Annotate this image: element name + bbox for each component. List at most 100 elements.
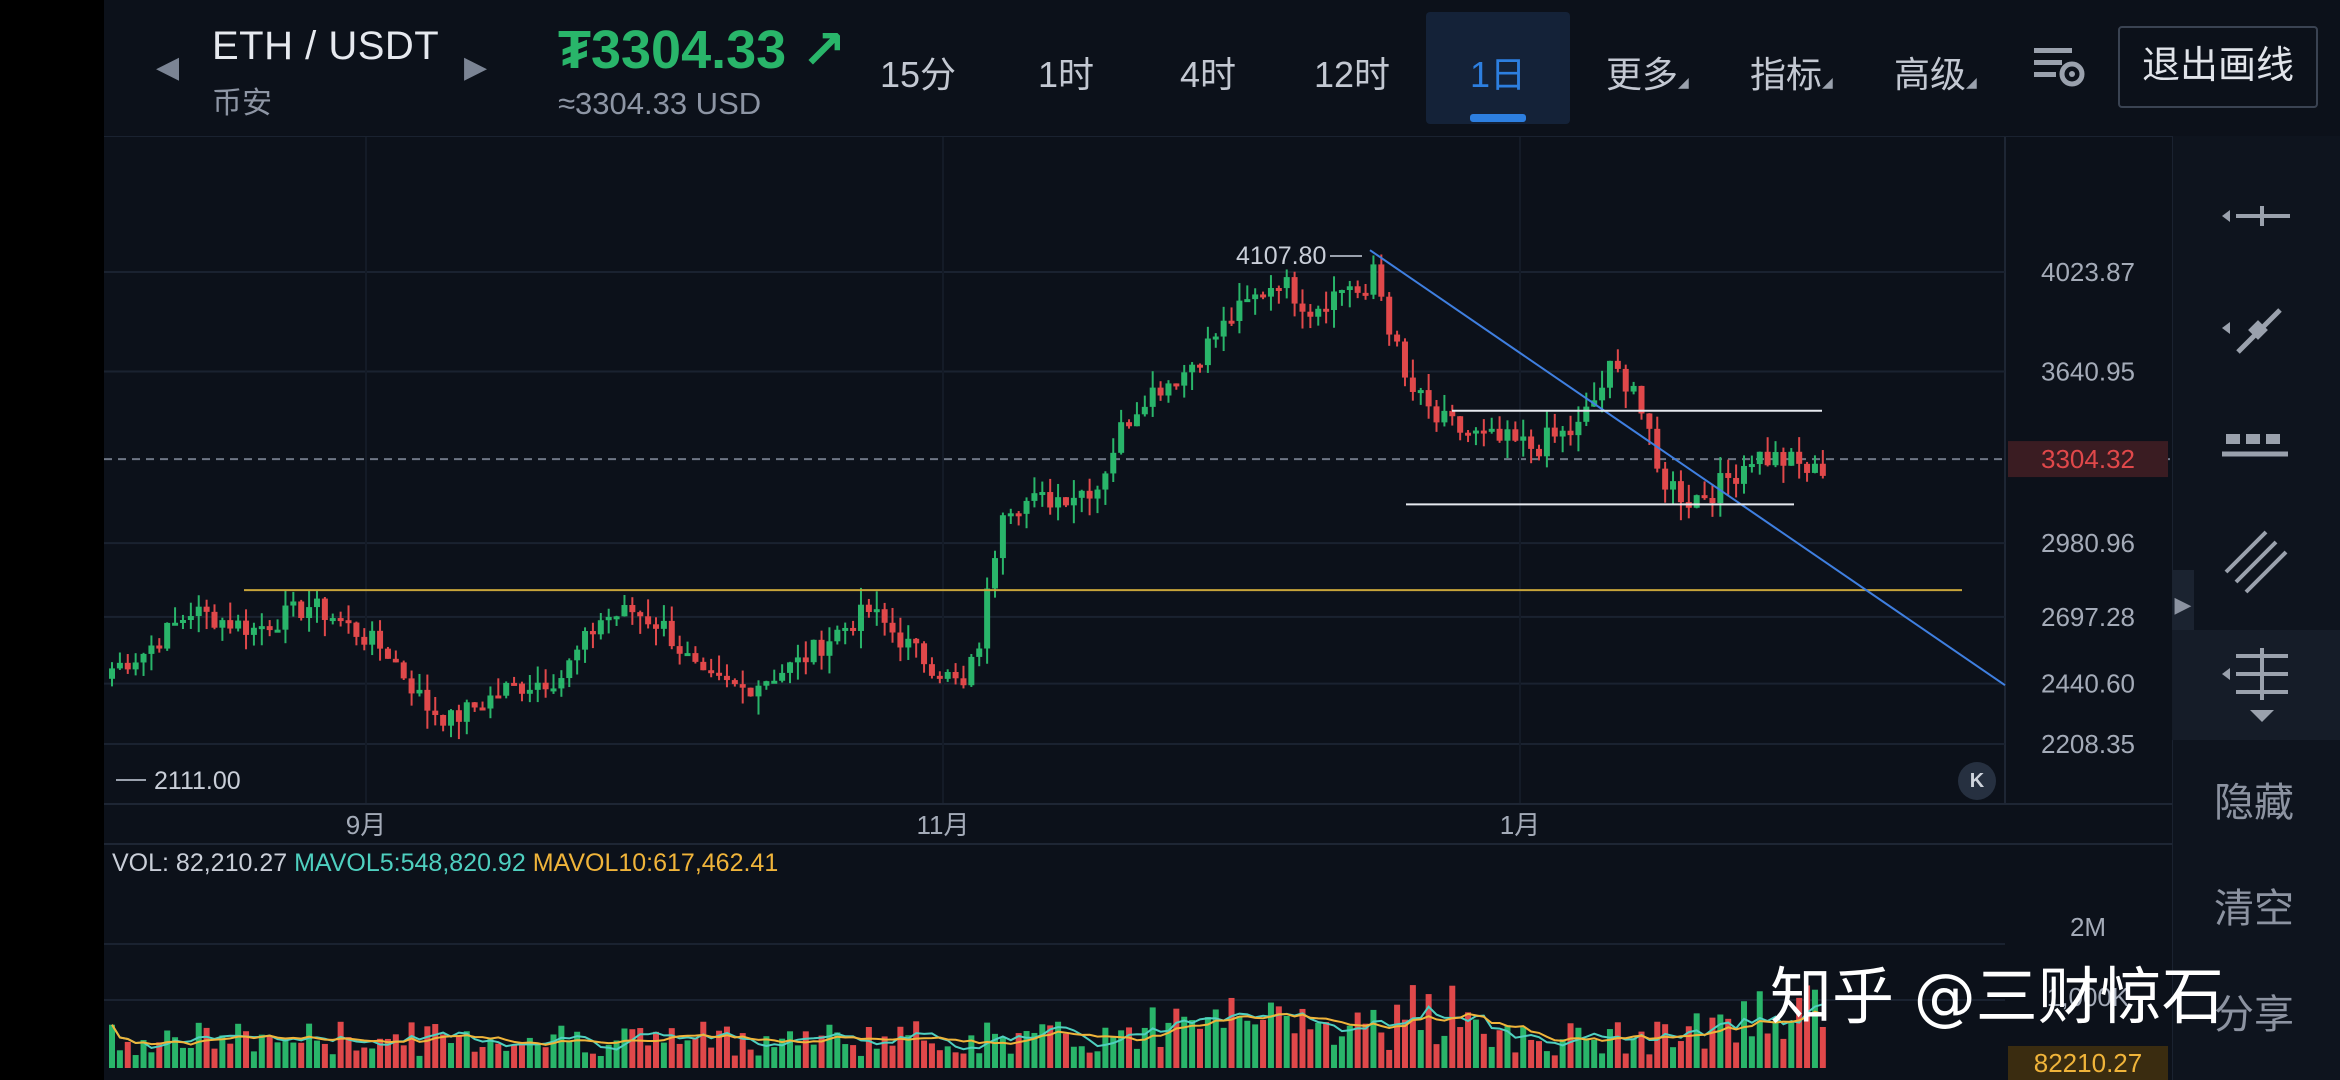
candle-body xyxy=(1307,311,1314,317)
candle-body xyxy=(763,681,770,686)
trend-line-icon xyxy=(2222,308,2282,354)
candle-body xyxy=(1118,422,1125,453)
last-volume-tag xyxy=(2008,1046,2168,1080)
trend-line-tool[interactable] xyxy=(2196,284,2316,374)
trading-pair-title[interactable]: ETH / USDT xyxy=(212,24,440,68)
volume-bar xyxy=(1133,1048,1140,1068)
volume-bar xyxy=(321,1043,328,1068)
candle-body xyxy=(1575,421,1582,436)
volume-bar xyxy=(306,1023,313,1068)
price-range-tool[interactable] xyxy=(2196,398,2316,488)
chevron-right-icon[interactable]: ▶ xyxy=(464,51,488,84)
volume-bar xyxy=(369,1048,376,1068)
candle-body xyxy=(471,702,478,708)
candle-body xyxy=(313,598,320,608)
last-price-tag-label: 3304.32 xyxy=(2041,444,2135,474)
candle-body xyxy=(400,662,407,679)
candle-body xyxy=(1283,277,1290,289)
price-tick-label: 4023.87 xyxy=(2041,257,2135,287)
tab-1h[interactable]: 1时 xyxy=(1038,54,1095,95)
clear-drawings-button[interactable]: 清空 xyxy=(2214,887,2294,931)
volume-bar xyxy=(345,1037,352,1068)
candle-body xyxy=(1662,468,1669,490)
candle-series[interactable]: 4107.80 2111.00 xyxy=(109,242,1826,795)
last-price: ₮3304.33 ↗ xyxy=(558,20,847,80)
candle-body xyxy=(1338,290,1345,294)
volume-bar xyxy=(337,1021,344,1068)
mavol5-line xyxy=(111,1003,1824,1051)
candle-body xyxy=(1417,390,1424,394)
chevron-left-icon[interactable]: ◀ xyxy=(156,51,180,84)
volume-bar xyxy=(1536,1041,1543,1068)
volume-bar xyxy=(952,1052,959,1068)
volume-bar xyxy=(621,1028,628,1068)
candle-body xyxy=(1425,390,1432,407)
volume-bar xyxy=(1780,1038,1787,1068)
volume-bar xyxy=(148,1052,155,1068)
candle-body xyxy=(1488,428,1495,432)
fib-retracement-tool[interactable] xyxy=(2196,634,2316,724)
volume-bar xyxy=(582,1052,589,1068)
volume-bar xyxy=(1488,1046,1495,1068)
exit-drawing-button[interactable]: 退出画线 xyxy=(2118,26,2318,108)
candle-body xyxy=(534,682,541,690)
horizontal-ray-tool[interactable] xyxy=(2196,172,2316,262)
date-gridlines xyxy=(365,137,1521,804)
candle-body xyxy=(960,678,967,686)
volume-bar xyxy=(834,1032,841,1068)
candle-body xyxy=(1606,360,1613,388)
parallel-channel-tool[interactable] xyxy=(2196,512,2316,602)
candle-body xyxy=(629,605,636,613)
volume-bar xyxy=(1126,1027,1133,1068)
volume-bar xyxy=(716,1030,723,1068)
candle-body xyxy=(1465,432,1472,436)
volume-bar xyxy=(574,1031,581,1068)
hide-drawings-button[interactable]: 隐藏 xyxy=(2214,781,2294,825)
volume-bar xyxy=(984,1022,991,1068)
advanced-label: 高级 xyxy=(1894,54,1967,95)
tab-4h[interactable]: 4时 xyxy=(1180,54,1237,95)
candle-body xyxy=(676,646,683,654)
candle-body xyxy=(250,627,257,635)
volume-bar xyxy=(1701,1048,1708,1068)
indicators-menu[interactable]: 指标◢ xyxy=(1750,46,1833,98)
volume-bar xyxy=(692,1037,699,1068)
mavol10-value: MAVOL10:617,462.41 xyxy=(532,849,779,877)
share-button[interactable]: 分享 xyxy=(2214,993,2294,1037)
volume-bar xyxy=(1465,1012,1472,1068)
candle-body xyxy=(1149,387,1156,407)
candle-body xyxy=(1583,406,1590,422)
volume-bar xyxy=(1693,1013,1700,1068)
volume-bar xyxy=(787,1031,794,1068)
collapse-toolbar-tab[interactable]: ▶ xyxy=(2172,570,2194,640)
tab-1d[interactable]: 1日 xyxy=(1470,54,1527,95)
date-tick-label: 1月 xyxy=(1500,810,1540,840)
volume-bar xyxy=(660,1042,667,1068)
indicators-label: 指标 xyxy=(1750,54,1823,95)
candle-body xyxy=(321,598,328,620)
volume-bar xyxy=(463,1031,470,1068)
drawing-layer[interactable] xyxy=(244,249,2006,687)
volume-bar xyxy=(266,1036,273,1068)
tab-15m[interactable]: 15分 xyxy=(880,54,957,95)
price-tick-label: 2208.35 xyxy=(2041,729,2135,759)
candle-body xyxy=(518,683,525,694)
settings-list-icon[interactable] xyxy=(2030,42,2086,97)
advanced-menu[interactable]: 高级◢ xyxy=(1894,46,1977,98)
candle-body xyxy=(140,653,147,663)
more-menu[interactable]: 更多◢ xyxy=(1606,46,1689,98)
candle-body xyxy=(109,668,115,679)
jump-to-latest-button[interactable]: K xyxy=(1958,762,1996,800)
tab-12h[interactable]: 12时 xyxy=(1314,54,1391,95)
candle-body xyxy=(345,620,352,624)
candle-body xyxy=(1378,264,1385,297)
candle-body xyxy=(274,629,281,633)
volume-bar xyxy=(652,1031,659,1068)
candle-body xyxy=(1780,452,1787,466)
candle-body xyxy=(1819,463,1826,476)
candle-body xyxy=(1039,492,1046,496)
drawing-toolbar xyxy=(2172,136,2340,1080)
volume-bar xyxy=(818,1035,825,1068)
candle-body xyxy=(1480,430,1487,434)
